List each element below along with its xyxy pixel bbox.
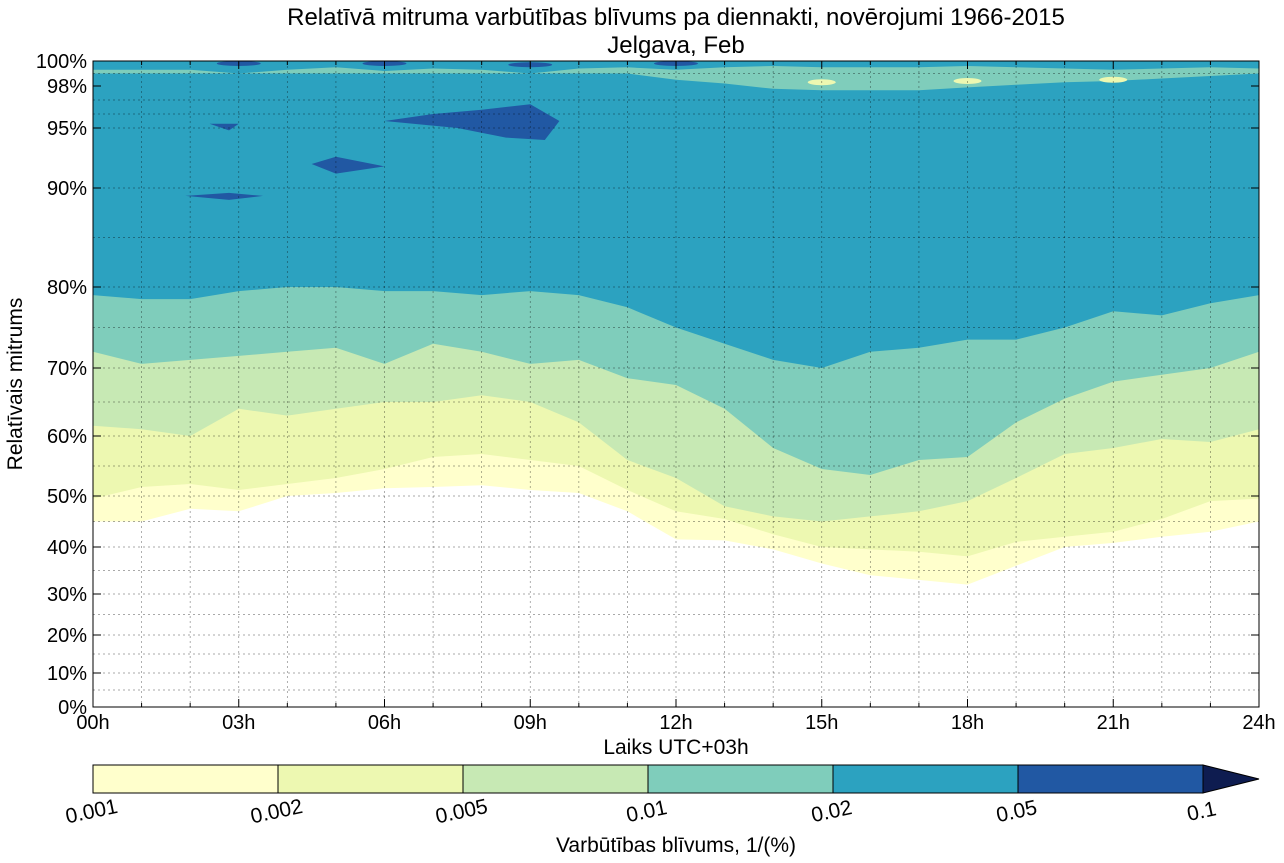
- y-tick-label: 70%: [47, 358, 87, 380]
- y-tick-label: 80%: [47, 277, 87, 299]
- y-tick-labels: 0% 10% 20% 30% 40% 50% 60% 70% 80% 90% 95% 98% 100%: [36, 51, 87, 719]
- x-tick-label: 00h: [76, 712, 109, 734]
- y-tick-label: 95%: [47, 118, 87, 140]
- y-tick-label: 60%: [47, 426, 87, 448]
- y-tick-label: 98%: [47, 76, 87, 98]
- colorbar-tick-label: 0.1: [1185, 797, 1218, 826]
- colorbar-tick-label: 0.01: [624, 796, 669, 827]
- contour-island-1: [185, 192, 263, 200]
- y-tick-label: 0%: [58, 697, 87, 719]
- x-tick-label: 21h: [1097, 712, 1130, 734]
- plot-area: [92, 60, 1260, 708]
- axis-ticks: [92, 60, 1260, 708]
- colorbar-tick-label: 0.005: [434, 795, 490, 828]
- colorbar-tick-label: 0.02: [809, 796, 854, 827]
- x-tick-label: 12h: [659, 712, 692, 734]
- chart-subtitle: Jelgava, Feb: [607, 32, 744, 59]
- y-tick-label: 30%: [47, 584, 87, 606]
- y-tick-label: 20%: [47, 625, 87, 647]
- x-tick-label: 15h: [805, 712, 838, 734]
- contour-island-2: [311, 156, 385, 174]
- contour-top-spot-0: [807, 79, 836, 86]
- x-axis-label: Laiks UTC+03h: [603, 736, 748, 759]
- colorbar-extend-arrow: [1202, 764, 1260, 794]
- y-tick-label: 100%: [36, 51, 87, 73]
- colorbar-tick-label: 0.05: [994, 796, 1039, 827]
- colorbar-segment: [1018, 765, 1203, 793]
- colorbar-label: Varbūtības blīvums, 1/(%): [556, 834, 796, 857]
- grid-lines: [93, 61, 1259, 707]
- colorbar-segment: [278, 765, 463, 793]
- y-tick-label: 50%: [47, 486, 87, 508]
- y-axis-label: Relatīvais mitrums: [4, 298, 27, 471]
- contour-band-0.02: [93, 61, 1259, 368]
- contour-island-3: [384, 104, 560, 140]
- colorbar-segment: [93, 765, 278, 793]
- x-tick-label: 06h: [368, 712, 401, 734]
- y-tick-label: 10%: [47, 663, 87, 685]
- contour-island-0: [209, 123, 239, 131]
- x-tick-labels: 00h 03h 06h 09h 12h 15h 18h 21h 24h: [76, 712, 1275, 734]
- colorbar-segment: [648, 765, 833, 793]
- colorbar-segment: [463, 765, 648, 793]
- x-tick-label: 03h: [222, 712, 255, 734]
- colorbar-tick-label: 0.001: [64, 795, 120, 828]
- chart-title: Relatīvā mitruma varbūtības blīvums pa d…: [287, 4, 1065, 31]
- x-tick-label: 24h: [1242, 712, 1275, 734]
- x-tick-label: 18h: [951, 712, 984, 734]
- x-tick-label: 09h: [514, 712, 547, 734]
- contour-top-spot-2: [1099, 76, 1128, 83]
- colorbar-tick-label: 0.002: [249, 795, 305, 828]
- contour-top-spot-1: [953, 78, 982, 84]
- colorbar-segment: [833, 765, 1018, 793]
- y-tick-label: 90%: [47, 178, 87, 200]
- y-tick-label: 40%: [47, 537, 87, 559]
- colorbar: 0.001 0.002 0.005 0.01 0.02 0.05 0.1: [64, 764, 1260, 828]
